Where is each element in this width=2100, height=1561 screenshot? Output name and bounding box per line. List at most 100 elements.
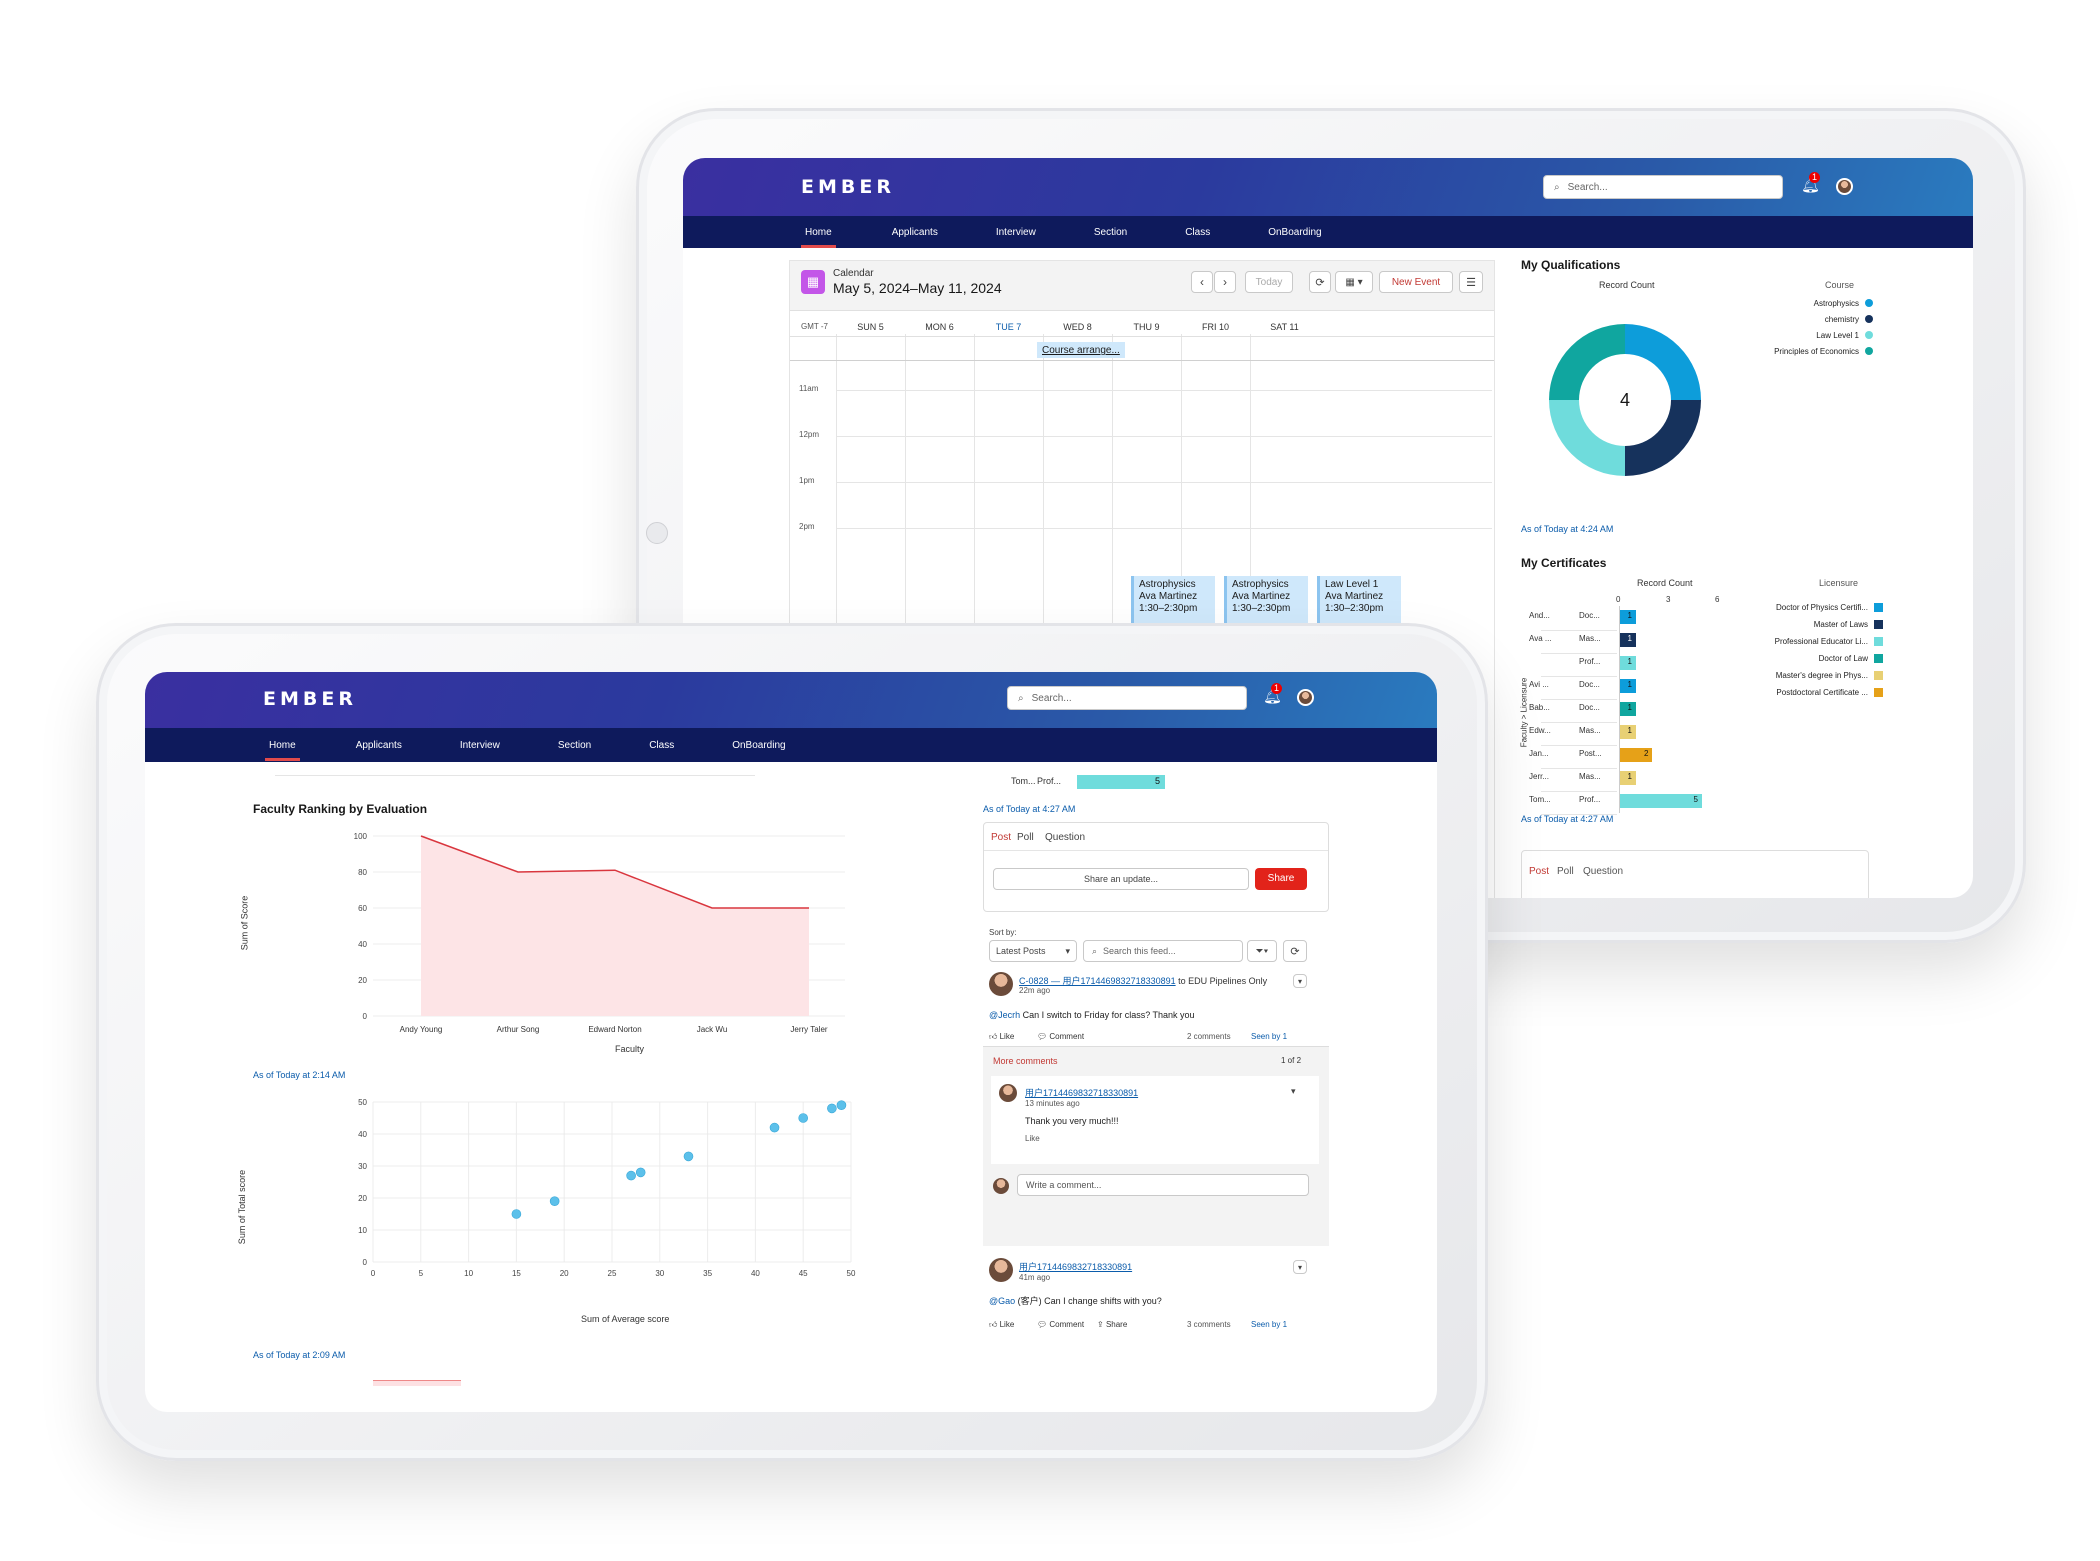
back-avatar[interactable]: [1836, 178, 1853, 195]
reply-avatar[interactable]: [999, 1084, 1017, 1102]
cert-row-tick: [1541, 676, 1617, 677]
certificates-title: My Certificates: [1521, 556, 1607, 570]
calendar-prev-button[interactable]: ‹: [1191, 271, 1213, 293]
front-nav-onboarding[interactable]: OnBoarding: [732, 739, 786, 751]
scatter-point[interactable]: [798, 1113, 809, 1123]
post2-user-link[interactable]: 用户1714469832718330891: [1019, 1262, 1133, 1272]
cert-bar[interactable]: [1619, 794, 1702, 808]
x-tick-label: 20: [560, 1269, 569, 1278]
scatter-point[interactable]: [836, 1100, 847, 1110]
feed-search-input[interactable]: ⌕ Search this feed...: [1083, 940, 1243, 962]
certificates-as-of: As of Today at 4:27 AM: [1521, 814, 1614, 824]
back-nav-class[interactable]: Class: [1185, 226, 1211, 238]
post1-seen-by[interactable]: Seen by 1: [1251, 1032, 1288, 1041]
post2-comments-count[interactable]: 3 comments: [1187, 1320, 1231, 1329]
calendar-menu-button[interactable]: ☰: [1459, 271, 1483, 293]
back-publisher-tab-question[interactable]: Question: [1583, 866, 1624, 877]
scatter-point[interactable]: [683, 1151, 694, 1162]
front-nav-interview[interactable]: Interview: [459, 739, 500, 751]
post2-menu-button[interactable]: ▾: [1293, 1260, 1307, 1274]
share-update-input[interactable]: Share an update...: [993, 868, 1249, 890]
publisher-tab-question[interactable]: Question: [1045, 832, 1086, 843]
cert-bar-value: 1: [1627, 680, 1632, 689]
scatter-chart: 0 10 20 30 40 50 0 5 10 15 20 25 30 35 40 45 50: [358, 1098, 856, 1278]
post2-seen-by[interactable]: Seen by 1: [1251, 1320, 1288, 1329]
front-avatar[interactable]: [1297, 689, 1314, 706]
donut-slice-astrophysics[interactable]: [1625, 324, 1701, 400]
legend-label: Principles of Economics: [1774, 346, 1859, 356]
scatter-point[interactable]: [549, 1196, 560, 1206]
post2-mention[interactable]: @Gao: [989, 1296, 1016, 1306]
post1-like-button[interactable]: 👍︎ Like: [989, 1032, 1015, 1041]
back-search-input[interactable]: ⌕ Search...: [1543, 175, 1783, 199]
front-nav-class[interactable]: Class: [649, 739, 675, 751]
hour-line: [836, 390, 1492, 391]
scatter-point[interactable]: [511, 1209, 522, 1219]
donut-slice-law-level-1[interactable]: [1549, 400, 1625, 476]
feed-sort-select[interactable]: Latest Posts ▾: [989, 940, 1077, 962]
scatter-point[interactable]: [827, 1103, 837, 1114]
post1-menu-button[interactable]: ▾: [1293, 974, 1307, 988]
post1-mention[interactable]: @Jecrh: [989, 1010, 1021, 1020]
cert-bar[interactable]: [1619, 702, 1636, 716]
scatter-point[interactable]: [626, 1170, 636, 1181]
x-tick-label: 40: [751, 1269, 760, 1278]
front-nav-home[interactable]: Home: [265, 739, 300, 761]
series-line[interactable]: [420, 835, 809, 909]
more-comments-link[interactable]: More comments: [993, 1056, 1058, 1066]
back-publisher-tab-poll[interactable]: Poll: [1557, 866, 1574, 877]
x-tick-label: 50: [847, 1269, 856, 1278]
back-nav-home[interactable]: Home: [801, 226, 836, 248]
post2-comment-button[interactable]: 💬︎ Comment: [1037, 1320, 1085, 1329]
front-nav-applicants[interactable]: Applicants: [355, 739, 402, 751]
cert-bar[interactable]: [1619, 633, 1636, 647]
write-comment-input[interactable]: Write a comment...: [1017, 1174, 1309, 1196]
publisher-tab-poll[interactable]: Poll: [1017, 832, 1034, 843]
post2-share-button[interactable]: ⇪ Share: [1097, 1320, 1128, 1329]
calendar-today-button[interactable]: Today: [1245, 271, 1293, 293]
front-top-row-value: 5: [1155, 776, 1161, 786]
post1-comment-button[interactable]: 💬︎ Comment: [1037, 1032, 1085, 1041]
event-thu[interactable]: Astrophysics Ava Martinez 1:30–2:30pm: [1224, 576, 1308, 624]
post2-avatar[interactable]: [989, 1258, 1013, 1282]
back-nav-applicants[interactable]: Applicants: [891, 226, 938, 238]
reply-user-link[interactable]: 用户1714469832718330891: [1025, 1088, 1139, 1098]
reply-menu-icon[interactable]: ▾: [1291, 1086, 1296, 1096]
calendar-new-event-button[interactable]: New Event: [1379, 271, 1453, 293]
calendar-refresh-button[interactable]: ⟳: [1309, 271, 1331, 293]
feed-filter-button[interactable]: ⏷▾: [1247, 940, 1277, 962]
back-publisher-tab-post[interactable]: Post: [1529, 866, 1550, 877]
legend-swatch: [1874, 620, 1883, 629]
certificates-legend-title: Licensure: [1819, 578, 1859, 588]
all-day-event[interactable]: Course arrange...: [1037, 342, 1125, 358]
cert-bar[interactable]: [1619, 656, 1636, 670]
y-tick-label: 30: [358, 1162, 367, 1171]
publisher-tab-post[interactable]: Post: [991, 832, 1012, 843]
post1-avatar[interactable]: [989, 972, 1013, 996]
scatter-point[interactable]: [769, 1122, 780, 1133]
share-button[interactable]: Share: [1255, 868, 1307, 890]
post1-comments-count[interactable]: 2 comments: [1187, 1032, 1231, 1041]
calendar-view-button[interactable]: ▦ ▾: [1335, 271, 1373, 293]
x-tick-label: Edward Norton: [588, 1025, 641, 1034]
back-nav-interview[interactable]: Interview: [995, 226, 1036, 238]
event-fri[interactable]: Law Level 1 Ava Martinez 1:30–2:30pm: [1317, 576, 1401, 624]
donut-slice-chemistry[interactable]: [1625, 400, 1701, 476]
event-wed[interactable]: Astrophysics Ava Martinez 1:30–2:30pm: [1131, 576, 1215, 624]
back-nav-section[interactable]: Section: [1093, 226, 1128, 238]
post2-like-button[interactable]: 👍︎ Like: [989, 1320, 1015, 1329]
cert-bar[interactable]: [1619, 610, 1636, 624]
front-search-input[interactable]: ⌕ Search...: [1007, 686, 1247, 710]
back-nav-onboarding[interactable]: OnBoarding: [1268, 226, 1322, 238]
scatter-point[interactable]: [635, 1167, 646, 1178]
cert-bar[interactable]: [1619, 771, 1636, 785]
feed-refresh-button[interactable]: ⟳: [1283, 940, 1307, 962]
cert-bar[interactable]: [1619, 725, 1636, 739]
front-nav-section[interactable]: Section: [557, 739, 592, 751]
post1-header-link[interactable]: C-0828 — 用户1714469832718330891: [1019, 976, 1176, 986]
donut-slice-principles-of-economics[interactable]: [1549, 324, 1625, 400]
cert-bar[interactable]: [1619, 748, 1652, 762]
cert-bar[interactable]: [1619, 679, 1636, 693]
reply-like-button[interactable]: Like: [1025, 1134, 1040, 1143]
calendar-next-button[interactable]: ›: [1214, 271, 1236, 293]
